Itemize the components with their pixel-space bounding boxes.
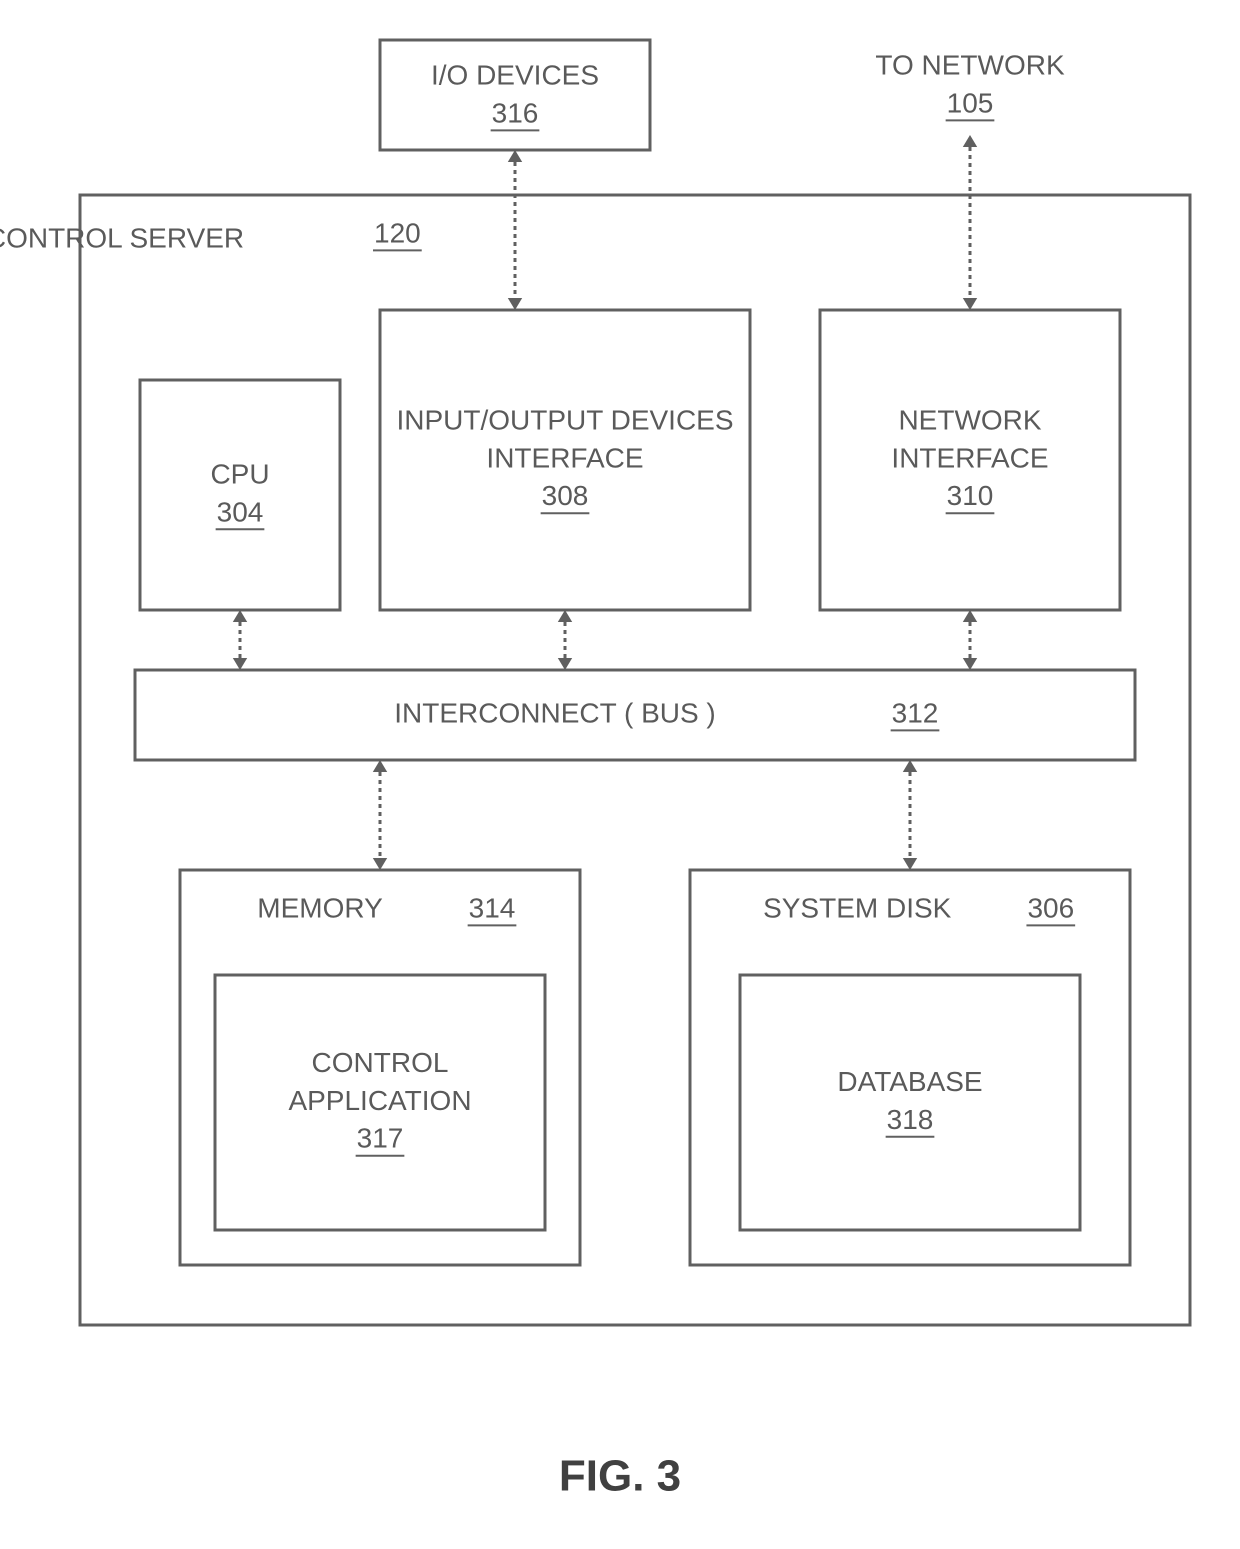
memory-label: MEMORY — [257, 892, 383, 923]
bus-label: INTERCONNECT ( BUS ) — [394, 697, 716, 728]
cpu-ref: 304 — [217, 496, 264, 527]
bus-ref: 312 — [892, 697, 939, 728]
io-devices-box — [380, 40, 650, 150]
system-disk-ref: 306 — [1027, 892, 1074, 923]
control-server-ref: 120 — [374, 217, 421, 248]
io-interface-label-1: INTERFACE — [486, 442, 643, 473]
io-interface-label-0: INPUT/OUTPUT DEVICES — [396, 405, 733, 436]
control-application-ref: 317 — [357, 1123, 404, 1154]
network-interface-label-1: INTERFACE — [891, 442, 1048, 473]
database-label-0: DATABASE — [837, 1066, 982, 1097]
io-devices-ref: 316 — [492, 97, 539, 128]
cpu-box — [140, 380, 340, 610]
database-ref: 318 — [887, 1104, 934, 1135]
control-application-label-1: APPLICATION — [288, 1085, 471, 1116]
to-network-ref: 105 — [947, 87, 994, 118]
io-interface-ref: 308 — [542, 480, 589, 511]
system-disk-label: SYSTEM DISK — [763, 892, 952, 923]
control-application-label-0: CONTROL — [312, 1047, 449, 1078]
cpu-label-0: CPU — [210, 458, 269, 489]
figure-label: FIG. 3 — [559, 1452, 681, 1501]
memory-ref: 314 — [469, 892, 516, 923]
to-network-label: TO NETWORK — [875, 49, 1065, 80]
network-interface-ref: 310 — [947, 480, 994, 511]
io-devices-label: I/O DEVICES — [431, 59, 599, 90]
database-box — [740, 975, 1080, 1230]
control-server-label: CONTROL SERVER — [0, 222, 244, 253]
network-interface-label-0: NETWORK — [898, 405, 1041, 436]
